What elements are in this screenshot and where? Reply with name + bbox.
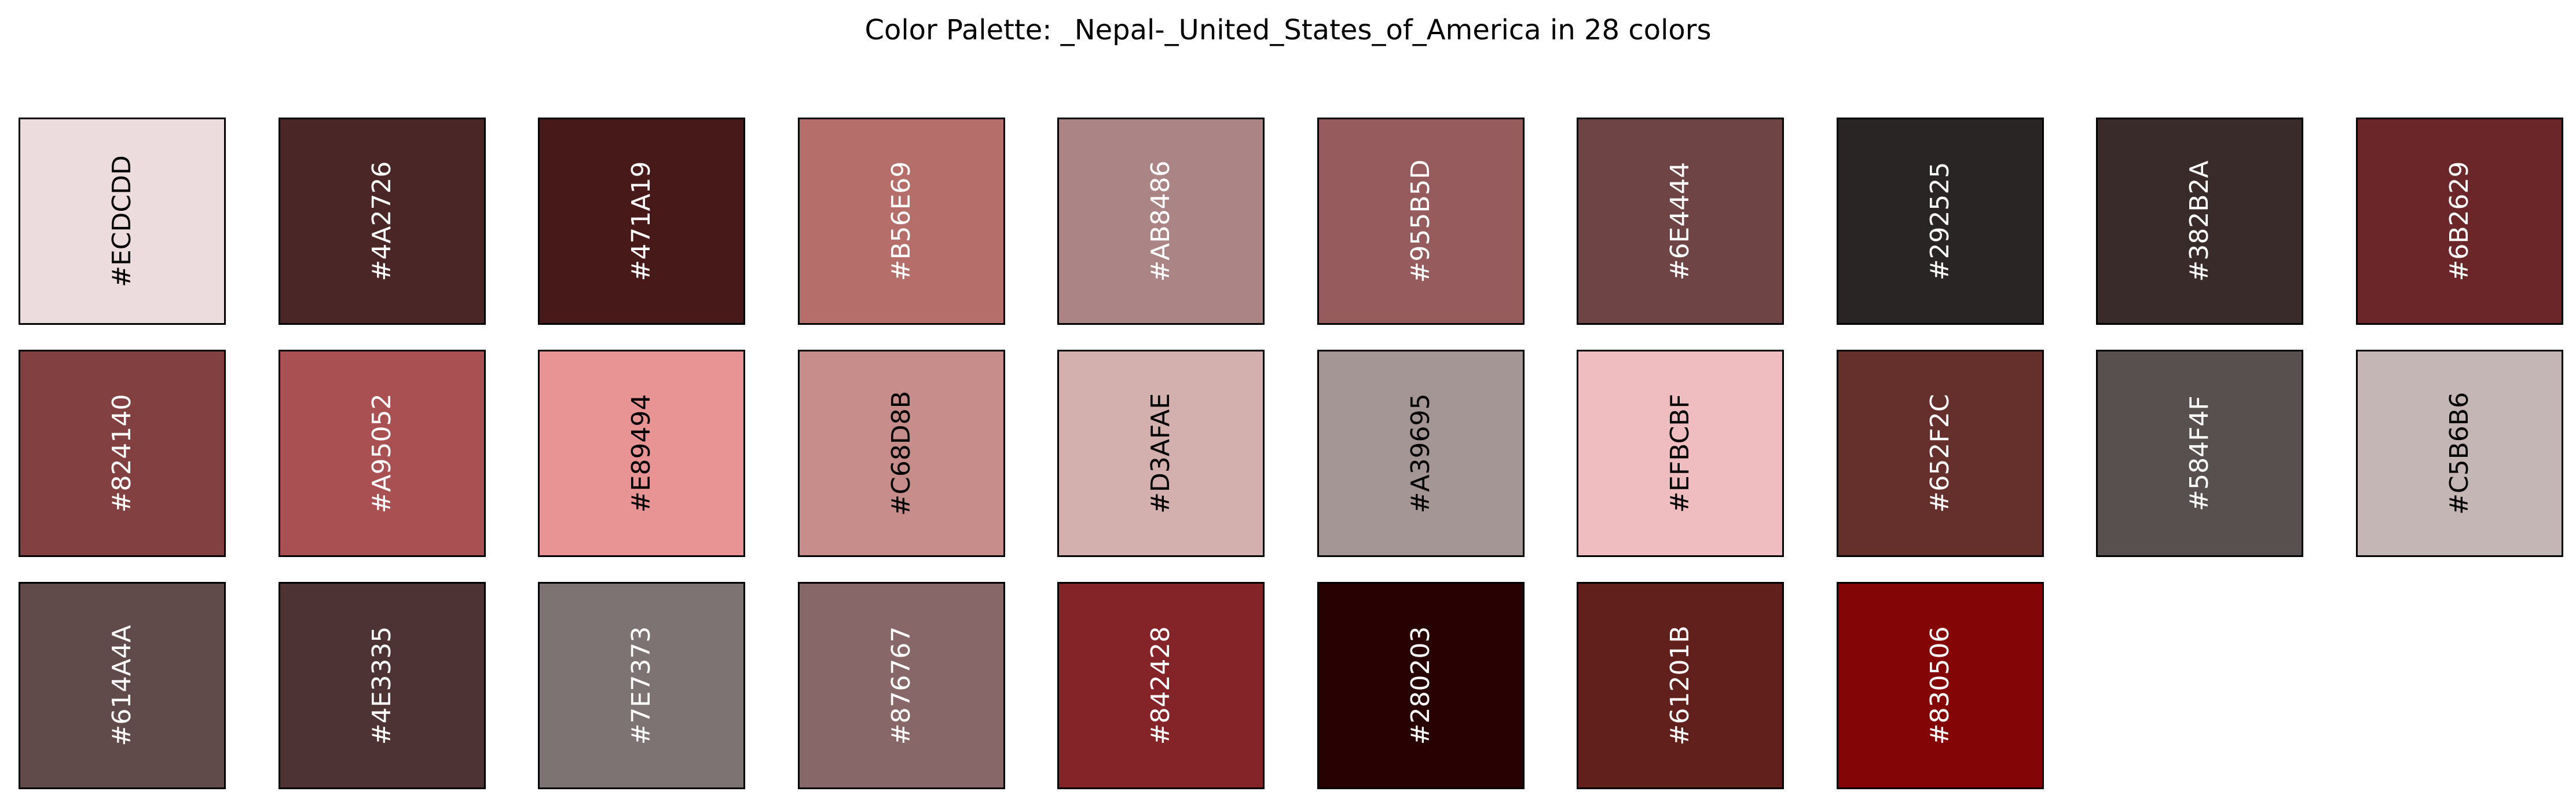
color-swatch: #A39695 xyxy=(1317,350,1525,557)
swatch-hex-label: #B56E69 xyxy=(889,162,914,281)
color-swatch: #614A4A xyxy=(19,582,226,789)
swatch-hex-label: #EFBCBF xyxy=(1668,394,1693,513)
swatch-hex-label: #292525 xyxy=(1928,162,1953,281)
color-swatch: #6B2629 xyxy=(2356,118,2563,325)
swatch-hex-label: #830506 xyxy=(1928,627,1953,745)
color-swatch: #292525 xyxy=(1837,118,2044,325)
swatch-hex-label: #824140 xyxy=(109,394,135,513)
swatch-hex-label: #842428 xyxy=(1148,627,1174,745)
swatch-hex-label: #4A2726 xyxy=(369,162,395,281)
color-swatch: #830506 xyxy=(1837,582,2044,789)
color-swatch: #6E4444 xyxy=(1577,118,1784,325)
color-swatch: #E89494 xyxy=(538,350,745,557)
color-swatch: #584F4F xyxy=(2096,350,2303,557)
color-swatch: #652F2C xyxy=(1837,350,2044,557)
color-swatch: #382B2A xyxy=(2096,118,2303,325)
color-swatch: #B56E69 xyxy=(798,118,1005,325)
swatch-hex-label: #6E4444 xyxy=(1668,162,1693,281)
color-swatch: #AB8486 xyxy=(1057,118,1265,325)
color-swatch: #842428 xyxy=(1057,582,1265,789)
color-swatch: #7E7373 xyxy=(538,582,745,789)
swatch-hex-label: #4E3335 xyxy=(369,627,395,745)
color-swatch: #876767 xyxy=(798,582,1005,789)
color-swatch: #C68D8B xyxy=(798,350,1005,557)
color-swatch: #61201B xyxy=(1577,582,1784,789)
swatch-hex-label: #C68D8B xyxy=(889,391,914,516)
swatch-hex-label: #652F2C xyxy=(1928,394,1953,513)
swatch-hex-label: #AB8486 xyxy=(1148,160,1174,281)
swatch-hex-label: #61201B xyxy=(1668,625,1693,745)
color-swatch: #4E3335 xyxy=(279,582,486,789)
swatch-hex-label: #A95052 xyxy=(369,394,395,514)
color-swatch: #D3AFAE xyxy=(1057,350,1265,557)
swatch-hex-label: #280203 xyxy=(1408,627,1434,745)
swatch-hex-label: #471A19 xyxy=(629,162,654,281)
color-swatch: #955B5D xyxy=(1317,118,1525,325)
color-swatch: #EFBCBF xyxy=(1577,350,1784,557)
swatch-hex-label: #A39695 xyxy=(1408,394,1434,514)
swatch-hex-label: #ECDCDD xyxy=(109,155,135,287)
swatch-hex-label: #955B5D xyxy=(1408,160,1434,283)
swatch-hex-label: #7E7373 xyxy=(629,627,654,745)
color-swatch: #ECDCDD xyxy=(19,118,226,325)
swatch-hex-label: #584F4F xyxy=(2187,395,2212,511)
color-swatch: #A95052 xyxy=(279,350,486,557)
swatch-hex-label: #E89494 xyxy=(629,394,654,513)
color-swatch: #824140 xyxy=(19,350,226,557)
color-swatch: #280203 xyxy=(1317,582,1525,789)
swatch-hex-label: #876767 xyxy=(889,627,914,745)
swatch-hex-label: #D3AFAE xyxy=(1148,393,1174,514)
swatch-hex-label: #614A4A xyxy=(109,625,135,746)
swatch-hex-label: #382B2A xyxy=(2187,160,2212,281)
swatch-hex-label: #6B2629 xyxy=(2447,161,2472,281)
color-swatch: #471A19 xyxy=(538,118,745,325)
color-swatch: #C5B6B6 xyxy=(2356,350,2563,557)
color-swatch: #4A2726 xyxy=(279,118,486,325)
swatch-hex-label: #C5B6B6 xyxy=(2447,392,2472,515)
